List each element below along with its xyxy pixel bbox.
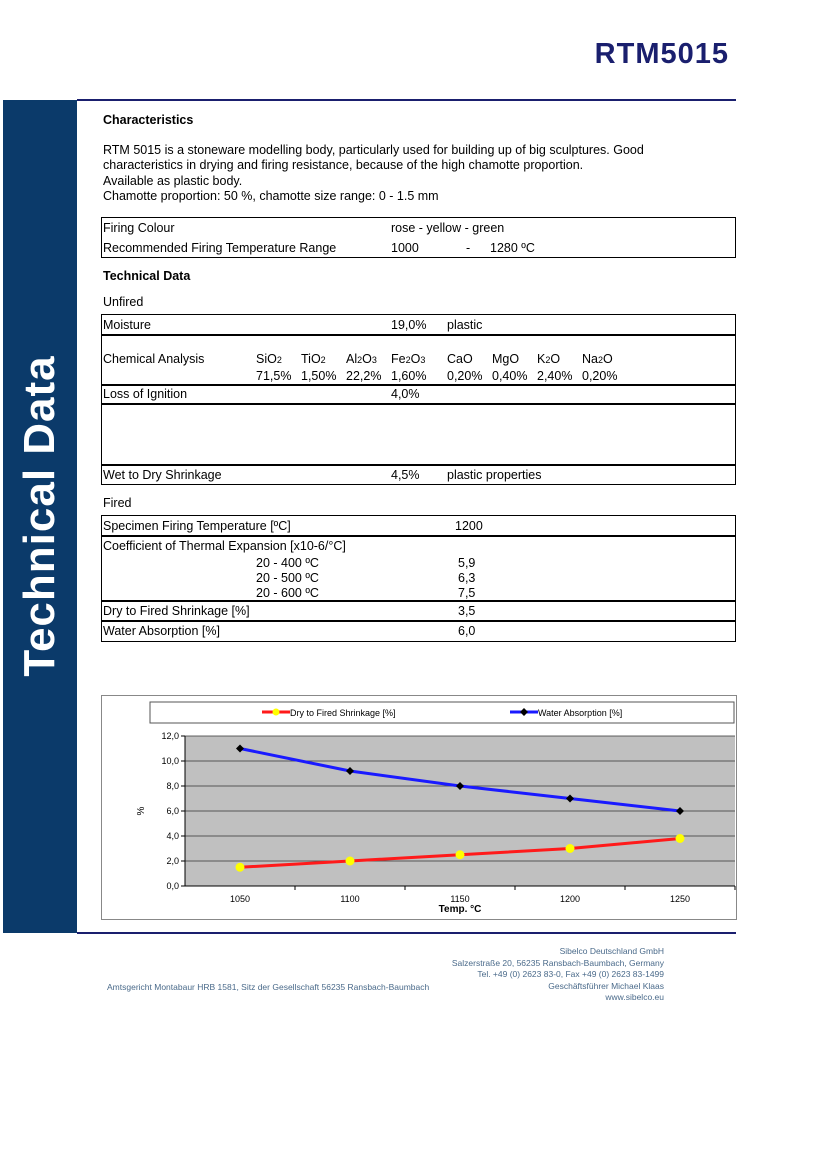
oxide-name: SiO2 (256, 352, 282, 366)
address-line: Salzerstraße 20, 56235 Ransbach-Baumbach… (451, 957, 664, 968)
product-title: RTM5015 (594, 38, 729, 70)
oxide-name: Fe2O3 (391, 352, 426, 366)
oxide-value: 0,20% (582, 369, 618, 383)
oxide-name: MgO (492, 352, 520, 366)
label: 20 - 600 ºC (256, 586, 319, 600)
description-line: RTM 5015 is a stoneware modelling body, … (103, 143, 644, 157)
oxide-value: 0,20% (447, 369, 483, 383)
x-tick-label: 1250 (670, 894, 690, 904)
address-line: Sibelco Deutschland GmbH (559, 946, 664, 956)
y-tick-label: 8,0 (166, 781, 179, 791)
data-point (235, 862, 245, 872)
oxide-value: 0,40% (492, 369, 528, 383)
description-line: characteristics in drying and firing res… (103, 158, 584, 172)
x-tick-label: 1200 (560, 894, 580, 904)
x-tick-label: 1050 (230, 894, 250, 904)
y-tick-label: 0,0 (166, 881, 179, 891)
data-point (346, 767, 354, 775)
label: Specimen Firing Temperature [ºC] (103, 519, 291, 533)
firing-table (101, 217, 736, 258)
divider (77, 932, 736, 934)
value: 4,0% (391, 387, 420, 401)
address-line: Tel. +49 (0) 2623 83-0, Fax +49 (0) 2623… (477, 969, 664, 979)
legend-label: Water Absorption [%] (538, 708, 622, 718)
value: plastic (447, 318, 483, 332)
oxide-value: 71,5% (256, 369, 292, 383)
oxide-value: 22,2% (346, 369, 382, 383)
divider (77, 99, 736, 101)
value: 19,0% (391, 318, 427, 332)
y-tick-label: 4,0 (166, 831, 179, 841)
oxide-value: 2,40% (537, 369, 573, 383)
subheading: Unfired (103, 295, 144, 309)
data-point (456, 782, 464, 790)
label: Water Absorption [%] (103, 624, 220, 638)
legend-marker (520, 708, 528, 716)
y-tick-label: 2,0 (166, 856, 179, 866)
legend-label: Dry to Fired Shrinkage [%] (290, 708, 396, 718)
website-link[interactable]: www.sibelco.eu (605, 992, 664, 1002)
description-line: Available as plastic body. (103, 174, 243, 188)
address-line: Geschäftsführer Michael Klaas (548, 980, 664, 991)
chart: Dry to Fired Shrinkage [%] Water Absorpti… (101, 695, 737, 920)
data-point (675, 834, 685, 843)
label: 20 - 400 ºC (256, 556, 319, 570)
description-line: Chamotte proportion: 50 %, chamotte size… (103, 189, 439, 203)
label: 20 - 500 ºC (256, 571, 319, 585)
oxide-name: Na2O (582, 352, 613, 366)
company-address: Sibelco Deutschland GmbH Salzerstraße 20… (452, 946, 664, 1004)
x-axis-label: Temp. °C (439, 904, 482, 915)
subheading: Fired (103, 496, 132, 510)
value: 1200 (455, 519, 483, 533)
oxide-name: CaO (447, 352, 473, 366)
oxide-name: Al2O3 (346, 352, 377, 366)
legend-marker (272, 708, 280, 716)
label: Recommended Firing Temperature Range (103, 241, 337, 255)
oxide-value: 1,60% (391, 369, 427, 383)
y-axis-label: % (136, 806, 147, 815)
fired-table (101, 515, 736, 642)
value: 4,5% (391, 468, 420, 482)
section-heading: Technical Data (103, 269, 191, 283)
line-chart: Dry to Fired Shrinkage [%] Water Absorpti… (136, 701, 736, 915)
label: Moisture (103, 318, 151, 332)
value: 1280 ºC (490, 241, 535, 255)
value: 7,5 (458, 586, 476, 600)
data-point (566, 794, 574, 803)
value: - (466, 241, 471, 255)
y-tick-label: 6,0 (166, 806, 179, 816)
legend (149, 701, 735, 724)
label: Wet to Dry Shrinkage (103, 468, 222, 482)
data-point (565, 844, 575, 853)
label: Coefficient of Thermal Expansion [x10-6/… (103, 539, 346, 553)
x-tick-label: 1150 (450, 894, 469, 904)
value: rose - yellow - green (391, 221, 505, 235)
label: Loss of Ignition (103, 387, 188, 401)
sidebar (3, 100, 77, 933)
oxide-value: 1,50% (301, 369, 337, 383)
label: Firing Colour (103, 221, 175, 235)
legal-note: Amtsgericht Montabaur HRB 1581, Sitz der… (107, 982, 430, 992)
label: Chemical Analysis (103, 352, 205, 366)
section-heading: Characteristics (103, 113, 194, 127)
value: 3,5 (458, 604, 476, 618)
sidebar-label: Technical Data (15, 355, 64, 677)
y-tick-label: 12,0 (161, 731, 179, 741)
value: 5,9 (458, 556, 476, 570)
value: 6,0 (458, 624, 476, 638)
label: Dry to Fired Shrinkage [%] (103, 604, 250, 618)
unfired-table (101, 314, 736, 485)
y-tick-label: 10,0 (161, 756, 179, 766)
oxide-name: TiO2 (301, 352, 326, 366)
data-point (345, 856, 355, 866)
x-tick-label: 1100 (340, 894, 359, 904)
data-point (676, 807, 684, 815)
data-point (455, 850, 465, 860)
oxide-name: K2O (537, 352, 561, 366)
value: 6,3 (458, 571, 476, 585)
data-point (236, 744, 244, 753)
value: 1000 (391, 241, 419, 255)
value: plastic properties (447, 468, 542, 482)
